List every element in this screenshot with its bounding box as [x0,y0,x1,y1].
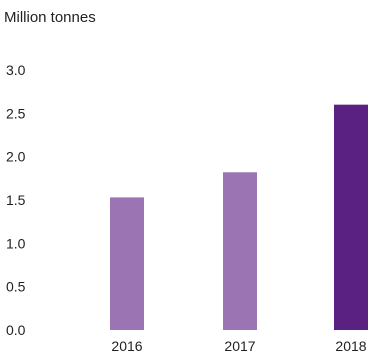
y-axis-unit-label: Million tonnes [4,9,96,26]
bars [110,104,368,331]
y-tick-label: 2.0 [6,149,26,165]
x-axis-ticks: 2016 2017 2018 [111,338,366,354]
bar-2018 [334,104,368,331]
y-tick-label: 0.5 [6,279,26,295]
bar-2017 [223,172,257,330]
y-tick-label: 3.0 [6,62,26,78]
x-tick-label: 2016 [111,338,142,354]
y-tick-label: 0.0 [6,322,26,338]
y-axis-ticks: 0.0 0.5 1.0 1.5 2.0 2.5 3.0 [6,62,26,338]
y-tick-label: 1.5 [6,192,26,208]
x-tick-label: 2017 [224,338,255,354]
bar-2016 [110,197,144,330]
y-tick-label: 2.5 [6,105,26,121]
y-tick-label: 1.0 [6,235,26,251]
x-tick-label: 2018 [335,338,366,354]
